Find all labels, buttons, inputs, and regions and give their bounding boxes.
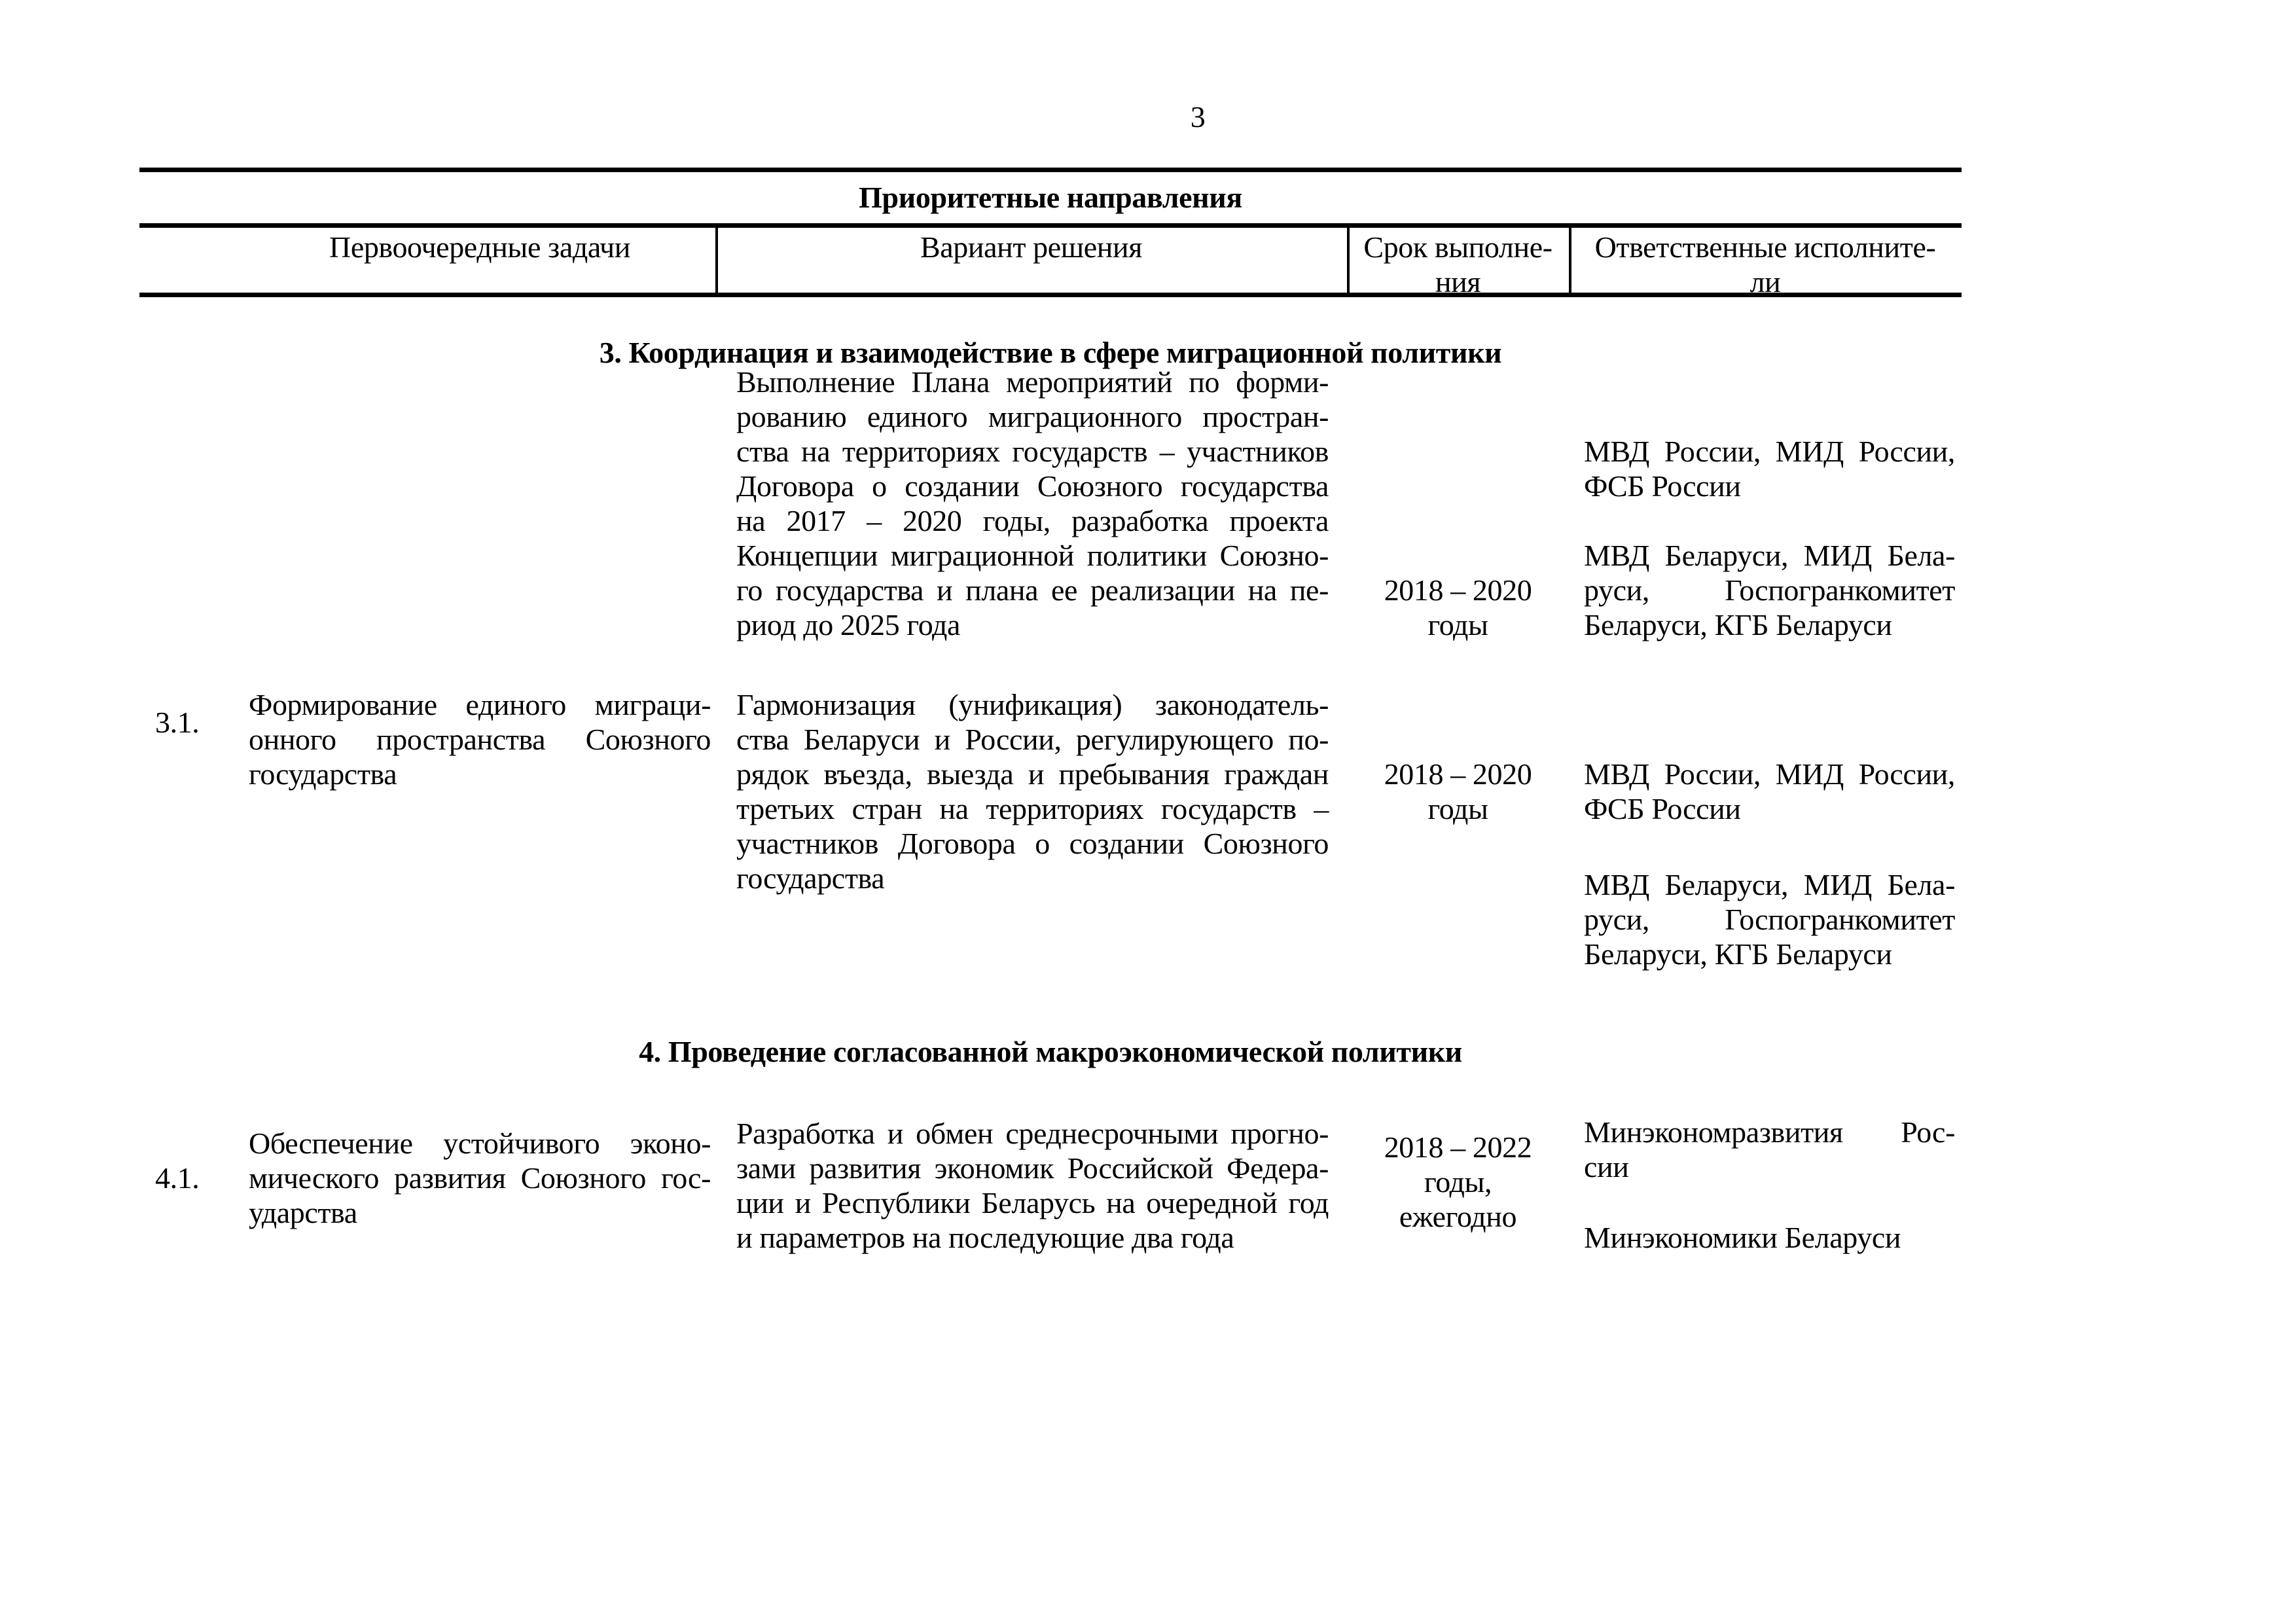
solution-line: участников Договора о создании Союзного <box>736 827 1329 860</box>
responsible-line: ФСБ России <box>1584 469 1741 503</box>
responsible-line: Минэкономики Беларуси <box>1584 1221 1901 1254</box>
responsible-line: МВД России, МИД России, <box>1584 435 1955 468</box>
solution-line: третьих стран на территориях государств … <box>736 792 1329 825</box>
column-header-tasks: Первоочередные задачи <box>329 230 630 264</box>
solution-line: Выполнение Плана мероприятий по форми- <box>736 365 1329 399</box>
responsible-line: Беларуси, КГБ Беларуси <box>1584 608 1892 641</box>
responsible-line: Минэкономразвития Рос- <box>1584 1115 1955 1149</box>
responsible-line: МВД Беларуси, МИД Бела- <box>1584 868 1955 901</box>
deadline-line: годы, <box>1424 1165 1492 1199</box>
responsible-line: сии <box>1584 1150 1629 1183</box>
column-header-deadline-line1: Срок выполне- <box>1363 230 1552 264</box>
row-number: 3.1. <box>155 706 200 739</box>
solution-line: зами развития экономик Российской Федера… <box>736 1151 1329 1185</box>
solution-line: риод до 2025 года <box>736 608 961 641</box>
column-divider <box>1347 223 1350 297</box>
solution-line: рованию единого миграционного простран- <box>736 400 1329 433</box>
deadline-line: годы <box>1427 608 1488 641</box>
section-heading: 4. Проведение согласованной макроэкономи… <box>639 1035 1462 1068</box>
responsible-line: ФСБ России <box>1584 792 1741 825</box>
column-header-responsible-line1: Ответственные исполните- <box>1594 230 1936 264</box>
column-divider <box>1569 223 1571 297</box>
responsible-line: Беларуси, КГБ Беларуси <box>1584 937 1892 971</box>
deadline-line: 2018 – 2020 <box>1384 573 1532 607</box>
task-line: государства <box>249 757 397 791</box>
solution-line: ства на территориях государств – участни… <box>736 435 1329 468</box>
task-line: мического развития Союзного гос- <box>249 1161 711 1195</box>
section-heading: 3. Координация и взаимодействие в сфере … <box>599 336 1502 369</box>
task-line: Формирование единого миграци- <box>249 688 711 721</box>
solution-line: Разработка и обмен среднесрочными прогно… <box>736 1117 1329 1150</box>
table-top-border <box>139 168 1962 172</box>
solution-line: на 2017 – 2020 годы, разработка проекта <box>736 504 1329 537</box>
task-line: онного пространства Союзного <box>249 723 711 756</box>
solution-line: рядок въезда, выезда и пребывания гражда… <box>736 757 1329 791</box>
responsible-line: руси, Госпогранкомитет <box>1584 573 1955 607</box>
deadline-line: ежегодно <box>1399 1200 1517 1233</box>
table-title: Приоритетные направления <box>859 181 1242 214</box>
responsible-line: руси, Госпогранкомитет <box>1584 903 1955 936</box>
deadline-line: 2018 – 2020 <box>1384 757 1532 791</box>
header-bottom-border <box>139 293 1962 297</box>
responsible-line: МВД Беларуси, МИД Бела- <box>1584 539 1955 572</box>
solution-line: государства <box>736 861 885 895</box>
solution-line: го государства и плана ее реализации на … <box>736 573 1329 607</box>
page-number: 3 <box>1190 100 1206 134</box>
column-divider <box>715 223 718 297</box>
deadline-line: 2018 – 2022 <box>1384 1130 1532 1164</box>
solution-line: и параметров на последующие два года <box>736 1221 1234 1254</box>
solution-line: Договора о создании Союзного государства <box>736 469 1329 503</box>
solution-line: Концепции миграционной политики Союзно- <box>736 539 1329 572</box>
task-line: ударства <box>249 1196 357 1229</box>
header-top-border <box>139 223 1962 228</box>
task-line: Обеспечение устойчивого эконо- <box>249 1127 711 1160</box>
responsible-line: МВД России, МИД России, <box>1584 757 1955 791</box>
solution-line: ции и Республики Беларусь на очередной г… <box>736 1186 1329 1219</box>
deadline-line: годы <box>1427 792 1488 825</box>
column-header-solution: Вариант решения <box>920 230 1142 264</box>
row-number: 4.1. <box>155 1161 200 1195</box>
solution-line: ства Беларуси и России, регулирующего по… <box>736 723 1329 756</box>
solution-line: Гармонизация (унификация) законодатель- <box>736 688 1329 721</box>
